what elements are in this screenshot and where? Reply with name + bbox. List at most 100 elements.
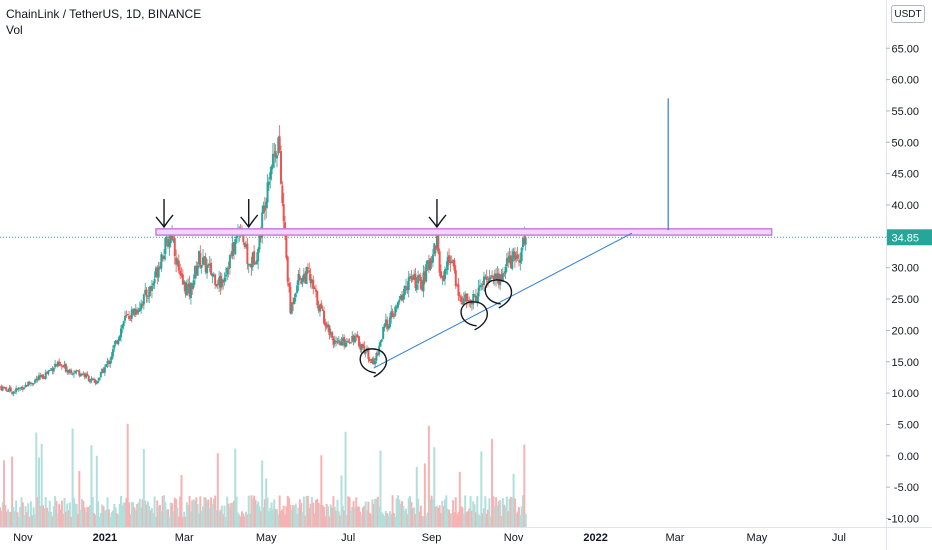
candle-body	[293, 297, 296, 305]
candle-body	[259, 233, 262, 239]
candle-body	[457, 284, 460, 296]
candle-body	[392, 316, 395, 318]
candle-body	[360, 344, 363, 351]
volume-bar	[458, 471, 461, 527]
candle-body	[86, 374, 89, 376]
volume-bar	[181, 516, 184, 527]
volume-bar	[417, 498, 420, 527]
volume-bar	[142, 449, 145, 527]
volume-bar	[335, 510, 338, 527]
candle-body	[163, 255, 166, 260]
volume-bar	[382, 514, 385, 527]
candle-body	[323, 311, 326, 324]
y-tick-label: 10.00	[891, 388, 919, 400]
candle-body	[5, 389, 8, 391]
candle-body	[177, 260, 180, 271]
volume-bar	[394, 516, 397, 527]
volume-bar	[228, 507, 231, 527]
candle-body	[62, 366, 65, 368]
candle-body	[339, 341, 342, 345]
volume-bar	[275, 509, 278, 527]
volume-bar	[413, 507, 416, 527]
volume-bar	[31, 515, 34, 527]
volume-bar	[231, 502, 234, 527]
candle-body	[491, 275, 494, 277]
volume-bar	[277, 514, 280, 527]
volume-bar	[300, 503, 303, 527]
candle-body	[101, 368, 104, 373]
volume-bar	[348, 497, 351, 527]
y-tick-label: 50.00	[891, 137, 919, 149]
volume-bar	[13, 511, 16, 527]
candle-body	[473, 294, 476, 296]
candle-body	[375, 353, 378, 361]
candle-body	[247, 264, 250, 266]
volume-bar	[387, 515, 390, 527]
volume-bar	[504, 506, 507, 527]
candle-body	[181, 274, 184, 285]
candle-body	[228, 254, 231, 268]
volume-bar	[304, 515, 307, 527]
volume-bar	[411, 508, 414, 527]
volume-bar	[1, 502, 4, 527]
candle-body	[255, 260, 258, 265]
candle-body	[168, 241, 171, 247]
candle-body	[415, 284, 418, 290]
candle-body	[55, 364, 58, 367]
volume-bar	[286, 495, 289, 527]
candle-body	[449, 261, 452, 264]
candle-body	[357, 336, 360, 347]
volume-bar	[212, 498, 215, 527]
volume-bar	[42, 505, 45, 527]
currency-button[interactable]: USDT	[891, 5, 925, 23]
candle-body	[120, 328, 123, 337]
volume-bar	[220, 505, 223, 527]
volume-bar	[512, 473, 515, 527]
volume-bar	[177, 516, 180, 527]
volume-bar	[157, 506, 160, 527]
volume-bar	[63, 497, 66, 527]
volume-bar	[28, 516, 31, 527]
volume-bar	[492, 496, 495, 527]
volume-bar	[132, 502, 135, 527]
volume-bar	[148, 505, 151, 527]
y-tick-label: 15.00	[891, 357, 919, 369]
volume-bar	[487, 509, 490, 527]
candle-body	[508, 255, 511, 263]
volume-bar	[111, 510, 114, 527]
candle-body	[175, 257, 178, 265]
volume-bar	[437, 507, 440, 527]
volume-bar	[511, 497, 514, 527]
volume-bar	[517, 506, 520, 527]
volume-bar	[474, 512, 477, 527]
volume-bar	[521, 495, 524, 527]
candle-body	[114, 340, 117, 344]
volume-bar	[313, 513, 316, 527]
candle-body	[517, 260, 520, 262]
x-tick-label: Mar	[665, 532, 684, 544]
candle-body	[274, 150, 277, 158]
volume-bar	[121, 505, 124, 527]
candle-body	[98, 377, 101, 381]
volume-bar	[497, 501, 500, 527]
volume-bar	[448, 509, 451, 527]
candle-body	[226, 267, 229, 275]
volume-bar	[310, 496, 313, 527]
volume-bar	[242, 513, 245, 527]
candle-body	[91, 378, 94, 380]
candle-body	[87, 376, 90, 382]
volume-bar	[138, 498, 141, 527]
candle-body	[461, 302, 464, 304]
y-tick-label: 25.00	[891, 294, 919, 306]
volume-bar	[245, 511, 248, 527]
volume-bar	[219, 509, 222, 527]
candles	[0, 125, 527, 397]
candle-body	[184, 282, 187, 294]
candle-body	[27, 381, 30, 387]
volume-bar	[128, 502, 131, 527]
candle-body	[118, 335, 121, 341]
candle-body	[97, 380, 100, 383]
candle-body	[17, 387, 20, 389]
